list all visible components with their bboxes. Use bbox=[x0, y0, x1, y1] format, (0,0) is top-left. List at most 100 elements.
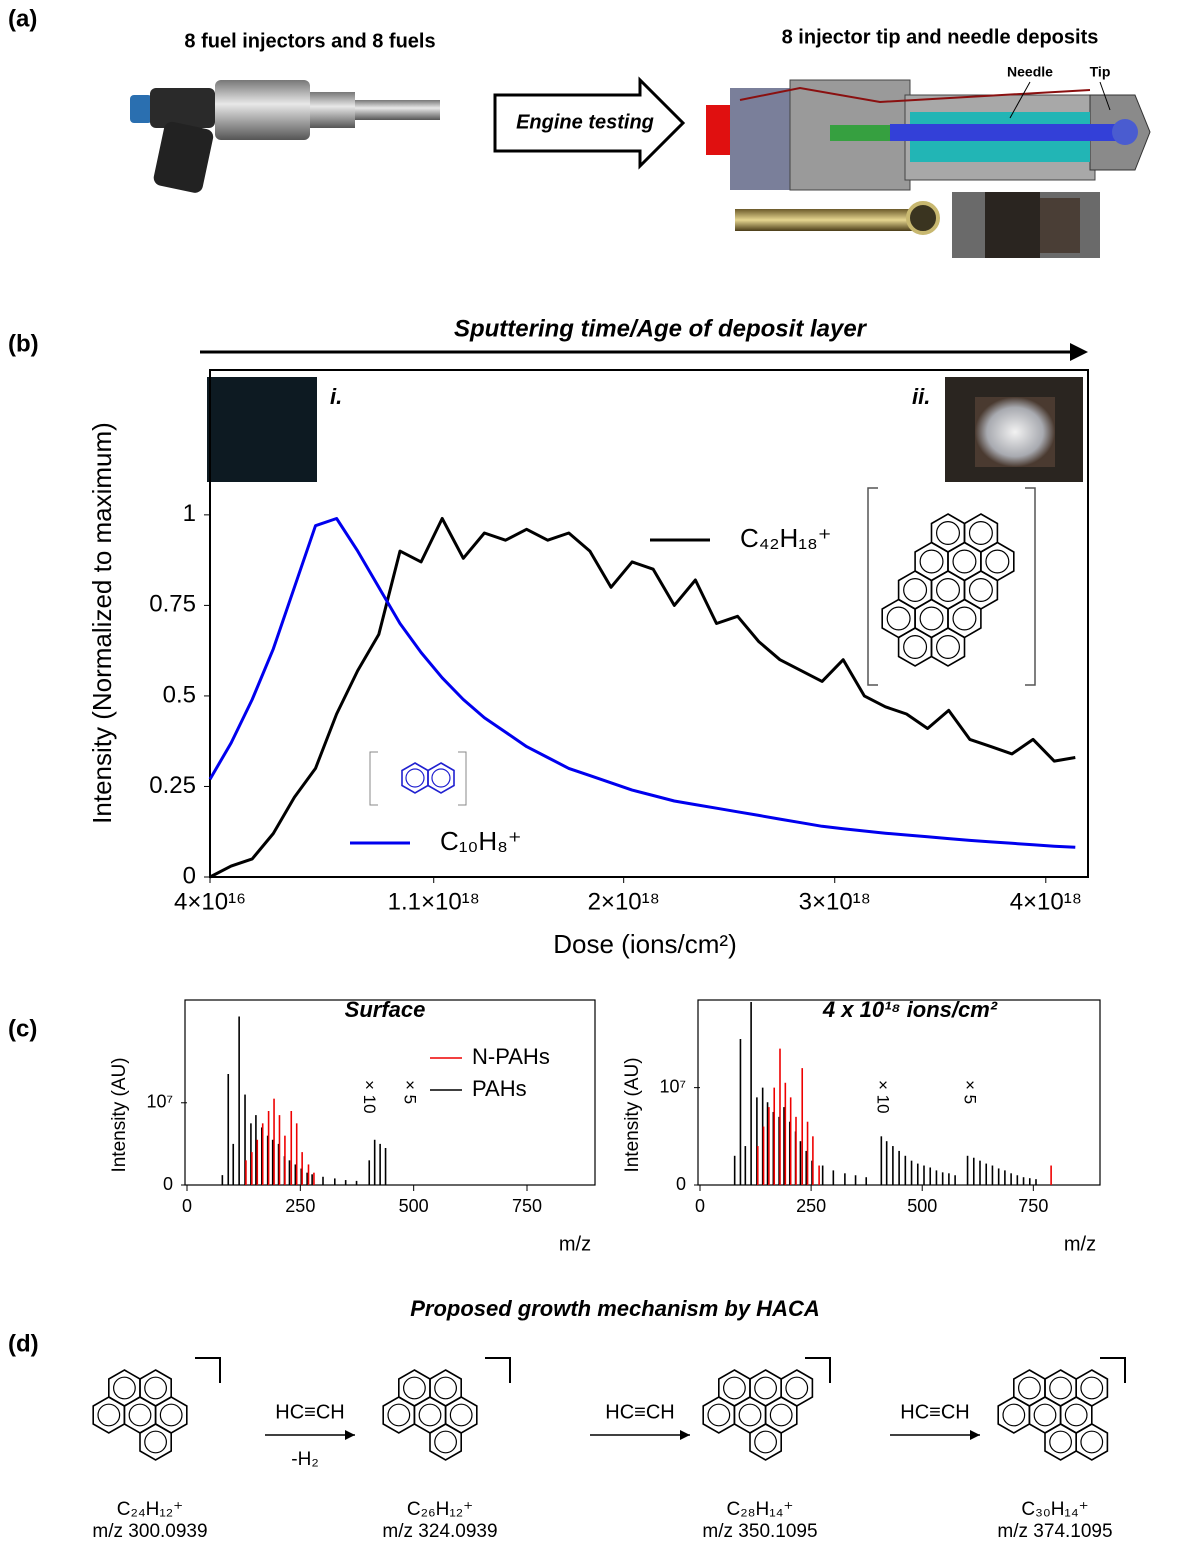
legend-label: PAHs bbox=[472, 1076, 527, 1101]
arrowhead bbox=[970, 1430, 980, 1440]
ring bbox=[1064, 1403, 1088, 1427]
x-axis-label: m/z bbox=[1064, 1233, 1096, 1255]
ring bbox=[449, 1403, 473, 1427]
ring bbox=[769, 1403, 793, 1427]
y-axis-label: Intensity (Normalized to maximum) bbox=[87, 422, 117, 824]
series-line bbox=[209, 517, 1076, 879]
x-tick-label: 750 bbox=[512, 1196, 542, 1216]
ring bbox=[723, 1376, 746, 1400]
plot-frame bbox=[209, 369, 1089, 878]
deposit-photos bbox=[735, 192, 1100, 258]
ring bbox=[429, 1423, 463, 1461]
bracket bbox=[1100, 1357, 1126, 1383]
y-axis-label: Intensity (AU) bbox=[109, 1057, 130, 1172]
ring bbox=[1049, 1376, 1072, 1400]
x-tick-label: 500 bbox=[399, 1196, 429, 1216]
inset-label: ii. bbox=[912, 384, 930, 409]
ring bbox=[754, 1376, 777, 1400]
diagram-label: Needle bbox=[1007, 64, 1053, 80]
mz-label: m/z 350.1095 bbox=[702, 1521, 817, 1542]
ring bbox=[935, 634, 960, 659]
x-tick-label: 750 bbox=[1018, 1196, 1048, 1216]
mz-label: m/z 374.1095 bbox=[997, 1521, 1112, 1542]
x-tick-label: 250 bbox=[285, 1196, 315, 1216]
section-title: Proposed growth mechanism by HACA bbox=[410, 1296, 820, 1321]
arrowhead bbox=[345, 1430, 355, 1440]
x-tick-label: 4×10¹⁸ bbox=[1010, 888, 1082, 915]
ring bbox=[1075, 1423, 1109, 1461]
ring bbox=[139, 1369, 172, 1407]
series-line bbox=[208, 517, 1076, 849]
ring bbox=[968, 577, 993, 602]
injector-photo bbox=[130, 80, 440, 193]
byproduct: -H₂ bbox=[291, 1449, 318, 1470]
ring bbox=[903, 577, 928, 602]
ring bbox=[434, 1430, 457, 1454]
y-tick-label: 10⁷ bbox=[659, 1076, 686, 1096]
inset-photo bbox=[975, 397, 1055, 467]
ring bbox=[403, 1376, 426, 1400]
legend-label: N-PAHs bbox=[472, 1044, 550, 1069]
x-tick-label: 250 bbox=[796, 1196, 826, 1216]
y-tick-label: 0 bbox=[163, 1174, 173, 1194]
formula: C₂₄H₁₂⁺ bbox=[117, 1499, 183, 1520]
ring bbox=[405, 768, 425, 788]
ring bbox=[919, 606, 944, 631]
x-tick-label: 0 bbox=[695, 1196, 705, 1216]
ring bbox=[144, 1430, 167, 1454]
x-axis-label: m/z bbox=[559, 1233, 591, 1255]
ring bbox=[128, 1403, 152, 1427]
ring bbox=[97, 1403, 121, 1427]
plot-frame bbox=[184, 999, 596, 1186]
reagent: HC≡CH bbox=[275, 1401, 344, 1423]
ring bbox=[881, 598, 916, 639]
x-axis-label: Dose (ions/cm²) bbox=[553, 929, 736, 959]
reagent: HC≡CH bbox=[605, 1401, 674, 1423]
ring bbox=[387, 1403, 411, 1427]
panel-label: (d) bbox=[8, 1330, 39, 1357]
mz-label: m/z 300.0939 bbox=[92, 1521, 207, 1542]
ring bbox=[139, 1423, 172, 1461]
ring bbox=[919, 549, 944, 574]
ring bbox=[427, 762, 455, 794]
arrow-label: Engine testing bbox=[516, 111, 654, 133]
caption: 8 injector tip and needle deposits bbox=[782, 26, 1099, 48]
ring bbox=[952, 606, 977, 631]
y-axis-label: Intensity (AU) bbox=[622, 1057, 643, 1172]
ring bbox=[1075, 1369, 1109, 1407]
inset-photo bbox=[207, 377, 317, 482]
x-tick-label: 2×10¹⁸ bbox=[588, 888, 660, 915]
formula: C₂₈H₁₄⁺ bbox=[727, 1499, 794, 1520]
y-tick-label: 1 bbox=[183, 500, 196, 527]
ring bbox=[935, 577, 960, 602]
ring bbox=[1080, 1376, 1104, 1400]
chart-title: Surface bbox=[345, 997, 426, 1022]
ring bbox=[754, 1430, 777, 1454]
ring bbox=[980, 541, 1015, 582]
ring bbox=[930, 627, 966, 667]
formula: C₂₆H₁₂⁺ bbox=[407, 1499, 473, 1520]
ring bbox=[1033, 1403, 1057, 1427]
y-tick-label: 0.25 bbox=[149, 772, 196, 799]
ring bbox=[985, 549, 1010, 574]
x-tick-label: 500 bbox=[907, 1196, 937, 1216]
x-tick-label: 3×10¹⁸ bbox=[799, 888, 871, 915]
arrowhead bbox=[680, 1430, 690, 1440]
ring bbox=[780, 1369, 814, 1407]
ring bbox=[930, 513, 966, 553]
x-tick-label: 1.1×10¹⁸ bbox=[388, 888, 480, 915]
arrowhead bbox=[1070, 343, 1088, 361]
ring bbox=[886, 606, 911, 631]
bracket bbox=[485, 1357, 511, 1383]
ring bbox=[434, 1376, 457, 1400]
ring bbox=[749, 1423, 783, 1461]
formula: C₃₀H₁₄⁺ bbox=[1021, 1499, 1088, 1520]
caption: 8 fuel injectors and 8 fuels bbox=[184, 30, 435, 52]
ring bbox=[707, 1403, 731, 1427]
annotation: × 5 bbox=[960, 1080, 979, 1104]
ring bbox=[429, 1369, 463, 1407]
ring bbox=[903, 634, 928, 659]
annotation: × 10 bbox=[360, 1080, 379, 1114]
ring bbox=[1002, 1403, 1026, 1427]
